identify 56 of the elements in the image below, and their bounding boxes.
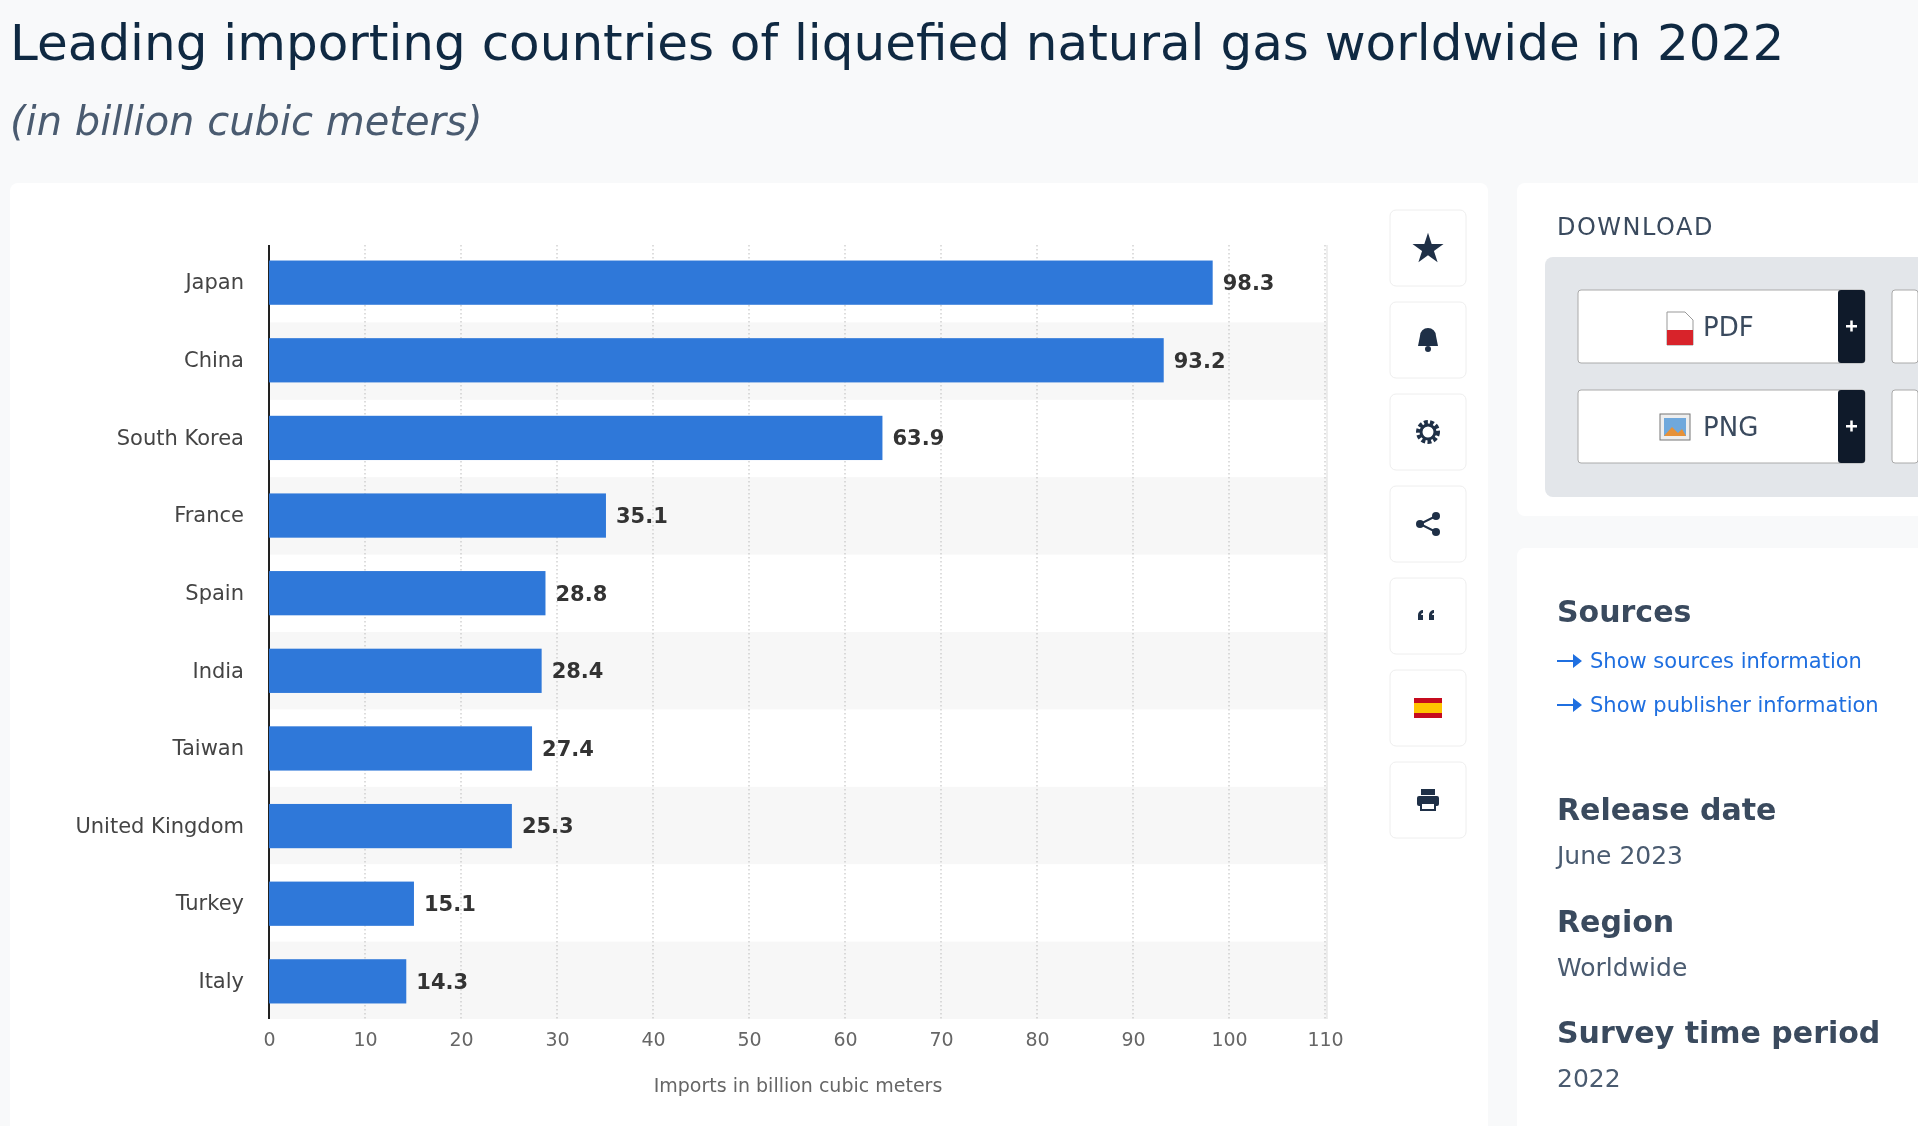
bar: [269, 493, 606, 538]
x-tick-label: 70: [929, 1028, 954, 1051]
x-tick-label: 50: [737, 1028, 762, 1051]
data-label: 14.3: [416, 969, 469, 994]
text: Show publisher information: [1590, 693, 1879, 717]
x-tick-label: 10: [353, 1028, 378, 1051]
text: PDF: [1703, 312, 1754, 342]
data-label: 93.2: [1173, 348, 1226, 373]
text: Show sources information: [1590, 649, 1862, 673]
y-tick-label: South Korea: [116, 425, 244, 450]
y-tick-label: India: [192, 658, 244, 683]
bar: [269, 571, 546, 616]
x-tick-label: 110: [1307, 1028, 1344, 1051]
data-label: 35.1: [615, 503, 668, 528]
text: DOWNLOAD: [1557, 213, 1714, 241]
x-tick-label: 40: [641, 1028, 666, 1051]
y-tick-label: Taiwan: [171, 736, 244, 761]
bar: [269, 415, 883, 461]
text: Sources: [1557, 594, 1692, 629]
x-tick-label: 30: [545, 1028, 570, 1051]
data-label: 28.4: [551, 659, 604, 684]
text: June 2023: [1555, 841, 1684, 870]
bar: [269, 959, 407, 1004]
x-tick-label: 0: [263, 1028, 276, 1051]
data-label: 98.3: [1222, 271, 1275, 295]
text: Release date: [1557, 792, 1777, 827]
bar: [269, 260, 1213, 305]
text: Worldwide: [1557, 953, 1688, 982]
x-tick-label: 60: [833, 1028, 858, 1051]
y-tick-label: United Kingdom: [75, 813, 244, 838]
data-label: 63.9: [892, 426, 945, 451]
y-tick-label: Turkey: [174, 891, 244, 916]
chart-title: Leading importing countries of liquefied natural gas worldwide in 2022: [10, 14, 1785, 72]
y-tick-label: Italy: [198, 969, 244, 994]
data-label: 27.4: [542, 736, 594, 761]
text: Region: [1557, 904, 1675, 939]
y-tick-label: Spain: [185, 580, 244, 605]
data-label: 28.8: [555, 581, 608, 606]
x-tick-label: 80: [1025, 1028, 1050, 1051]
bar: [269, 881, 414, 926]
text: PNG: [1703, 412, 1759, 442]
bar: [269, 803, 512, 849]
bar: [269, 726, 533, 771]
x-tick-label: 100: [1211, 1028, 1248, 1051]
data-label: 25.3: [521, 814, 574, 839]
x-axis-title: Imports in billion cubic meters: [653, 1074, 943, 1096]
bar: [269, 648, 542, 693]
y-tick-label: France: [174, 503, 244, 528]
y-tick-label: China: [184, 348, 244, 372]
data-label: 15.1: [423, 892, 476, 917]
text: Survey time period: [1557, 1015, 1881, 1050]
y-tick-label: Japan: [183, 270, 244, 295]
x-tick-label: 20: [449, 1028, 474, 1051]
text: 2022: [1557, 1064, 1621, 1093]
chart-subtitle: (in billion cubic meters): [10, 98, 483, 144]
x-tick-label: 90: [1121, 1028, 1146, 1051]
